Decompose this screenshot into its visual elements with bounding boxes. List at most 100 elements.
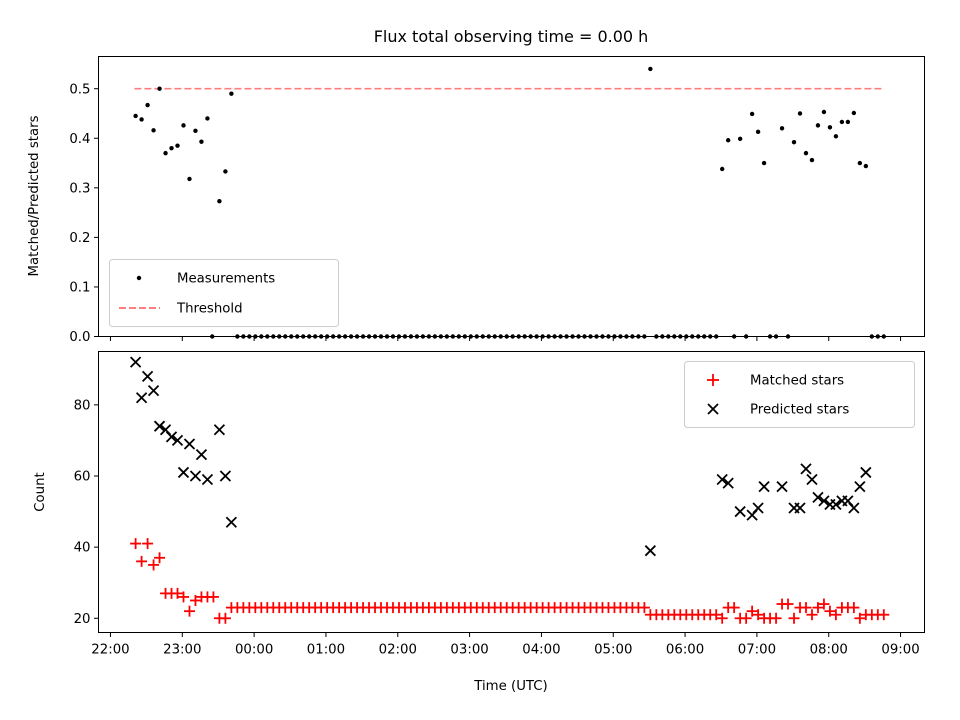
legend-predicted-label: Predicted stars xyxy=(750,403,849,418)
matched-star-point xyxy=(177,591,189,603)
count-y-tick-label: 80 xyxy=(74,398,91,413)
matched-star-point xyxy=(740,612,752,624)
measurement-point xyxy=(725,138,731,143)
matched-star-point xyxy=(812,602,824,614)
matched-star-point xyxy=(710,609,722,621)
matched-star-point xyxy=(136,555,148,567)
ratio-y-tick-label: 0.4 xyxy=(69,132,90,147)
measurement-point xyxy=(749,111,755,117)
measurement-point xyxy=(863,163,869,169)
x-tick-label: 03:00 xyxy=(450,643,488,658)
ratio-x-ticks xyxy=(109,336,902,341)
count-plot-frame xyxy=(98,351,925,633)
measurement-point xyxy=(809,157,815,163)
measurement-point xyxy=(803,150,809,156)
ratio-y-tick-label: 0.0 xyxy=(69,330,90,345)
measurement-point xyxy=(851,110,857,116)
predicted-star-point xyxy=(189,470,202,482)
measurement-point xyxy=(187,176,192,182)
x-tick-label: 08:00 xyxy=(810,643,848,658)
measurement-point xyxy=(205,116,210,121)
legend-measurements-label: Measurements xyxy=(177,272,275,287)
predicted-star-point xyxy=(752,502,764,514)
predicted-star-point xyxy=(183,438,196,450)
x-tick-label: 07:00 xyxy=(738,643,776,658)
count-x-axis: 22:00 23:00 00:00 01:00 02:00 03:00 04:00 05:00… xyxy=(91,632,920,658)
measurement-point xyxy=(827,125,833,130)
measurement-point xyxy=(139,117,144,122)
ratio-y-tick-label: 0.2 xyxy=(69,231,90,246)
measurement-point xyxy=(791,140,797,145)
count-y-axis-label: Count xyxy=(33,472,48,512)
measurement-point xyxy=(719,166,725,172)
measurement-point xyxy=(175,143,180,148)
count-y-tick-label: 20 xyxy=(74,612,91,627)
measurement-point xyxy=(133,113,138,119)
predicted-star-point xyxy=(219,470,232,482)
measurement-point xyxy=(761,160,767,166)
plot-title: Flux total observing time = 0.00 h xyxy=(374,27,649,46)
predicted-star-point xyxy=(854,481,866,493)
measurement-point xyxy=(755,129,761,135)
matched-star-point xyxy=(219,612,231,624)
legend-matched-marker xyxy=(707,374,719,386)
predicted-star-point xyxy=(147,384,160,397)
predicted-star-point xyxy=(800,463,812,475)
x-tick-label: 22:00 xyxy=(91,643,129,658)
matched-star-point xyxy=(800,602,812,614)
measurement-point xyxy=(648,66,653,72)
matched-star-point xyxy=(746,605,758,617)
matched-star-point xyxy=(130,538,142,550)
x-tick-label: 06:00 xyxy=(666,643,704,658)
matched-star-point xyxy=(189,594,201,606)
matched-star-point xyxy=(824,605,836,617)
x-axis-label: Time (UTC) xyxy=(473,679,548,694)
measurement-point xyxy=(151,128,156,133)
legend-matched-label: Matched stars xyxy=(750,374,844,389)
measurement-point xyxy=(815,123,821,128)
ratio-plot: Flux total observing time = 0.00 h 0.0 0.… xyxy=(27,27,925,345)
count-y-tick-label: 60 xyxy=(74,470,91,485)
ratio-y-tick-label: 0.1 xyxy=(69,281,90,296)
measurement-point xyxy=(229,91,234,96)
predicted-star-point xyxy=(129,356,142,368)
measurement-point xyxy=(833,134,839,139)
legend-predicted-marker xyxy=(707,403,719,415)
count-y-tick-label: 40 xyxy=(74,541,91,556)
matched-star-point xyxy=(830,609,842,621)
matched-star-point xyxy=(788,612,800,624)
predicted-star-point xyxy=(716,473,728,486)
x-tick-label: 09:00 xyxy=(881,643,919,658)
matched-star-point xyxy=(172,587,184,599)
measurement-point xyxy=(797,111,803,116)
matched-star-point xyxy=(154,552,166,564)
ratio-legend-box xyxy=(109,259,339,327)
measurement-point xyxy=(199,139,204,144)
predicted-star-point xyxy=(135,392,148,404)
predicted-star-point xyxy=(734,505,746,518)
predicted-star-point xyxy=(860,466,872,479)
measurement-point xyxy=(169,145,174,151)
measurement-point xyxy=(779,126,785,131)
predicted-star-point xyxy=(153,420,166,432)
measurement-point xyxy=(157,86,162,91)
matched-star-point xyxy=(770,612,782,624)
x-tick-label: 02:00 xyxy=(379,643,417,658)
predicted-star-point xyxy=(644,545,657,557)
measurement-point xyxy=(223,169,228,174)
count-legend: Matched stars Predicted stars xyxy=(684,361,915,428)
matched-star-point xyxy=(854,612,866,624)
measurement-point xyxy=(839,119,845,125)
predicted-star-point xyxy=(722,477,734,489)
matched-star-point xyxy=(716,612,728,624)
ratio-y-axis: 0.0 0.1 0.2 0.3 0.4 0.5 xyxy=(69,82,99,345)
predicted-star-point xyxy=(794,502,806,514)
predicted-star-point xyxy=(213,424,226,436)
predicted-star-point xyxy=(758,481,770,493)
predicted-star-point xyxy=(818,495,830,507)
x-tick-label: 04:00 xyxy=(522,643,560,658)
measurement-point xyxy=(857,160,863,166)
measurement-point xyxy=(163,150,168,156)
matched-star-point xyxy=(818,598,830,610)
